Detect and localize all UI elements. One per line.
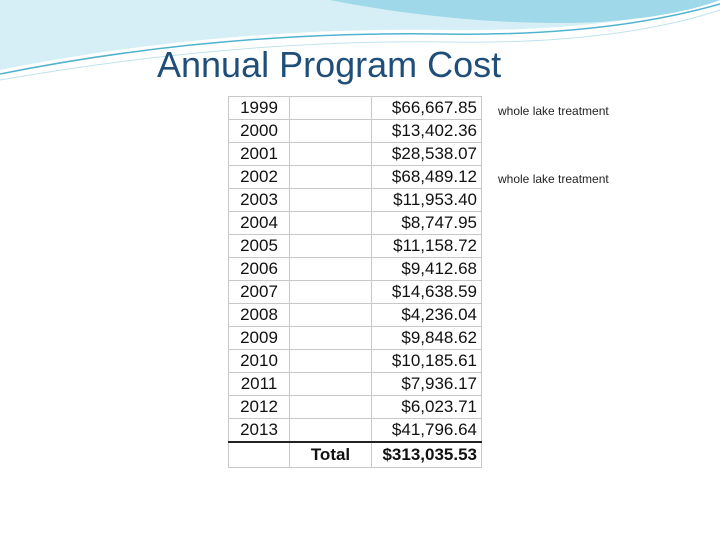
year-cell: 2011 xyxy=(228,372,290,396)
amount-cell: $11,158.72 xyxy=(371,234,482,258)
table-row: 2013 $41,796.64 xyxy=(228,418,482,443)
note-whole-lake-treatment-1999: whole lake treatment xyxy=(498,104,609,118)
table-row: 2008 $4,236.04 xyxy=(228,303,482,327)
year-cell: 2001 xyxy=(228,142,290,166)
table-row: 2001 $28,538.07 xyxy=(228,142,482,166)
amount-cell: $68,489.12 xyxy=(371,165,482,189)
empty-cell xyxy=(289,326,372,350)
table-row: 2007 $14,638.59 xyxy=(228,280,482,304)
amount-cell: $41,796.64 xyxy=(371,418,482,443)
year-cell: 2004 xyxy=(228,211,290,235)
amount-cell: $9,848.62 xyxy=(371,326,482,350)
amount-cell: $9,412.68 xyxy=(371,257,482,281)
note-whole-lake-treatment-2002: whole lake treatment xyxy=(498,172,609,186)
empty-cell xyxy=(289,372,372,396)
empty-cell xyxy=(289,349,372,373)
table-row: 2011 $7,936.17 xyxy=(228,372,482,396)
year-cell: 2000 xyxy=(228,119,290,143)
total-label: Total xyxy=(289,441,372,468)
table-row: 1999 $66,667.85 xyxy=(228,96,482,120)
year-cell: 2007 xyxy=(228,280,290,304)
empty-cell xyxy=(289,188,372,212)
table-row: 2002 $68,489.12 xyxy=(228,165,482,189)
year-cell: 2005 xyxy=(228,234,290,258)
slide-title: Annual Program Cost xyxy=(157,44,502,85)
year-cell: 2012 xyxy=(228,395,290,419)
table-row: 2000 $13,402.36 xyxy=(228,119,482,143)
empty-cell xyxy=(289,418,372,443)
amount-cell: $6,023.71 xyxy=(371,395,482,419)
empty-cell xyxy=(289,280,372,304)
year-cell: 2002 xyxy=(228,165,290,189)
amount-cell: $11,953.40 xyxy=(371,188,482,212)
empty-cell xyxy=(289,395,372,419)
amount-cell: $28,538.07 xyxy=(371,142,482,166)
year-cell: 2010 xyxy=(228,349,290,373)
year-cell: 2003 xyxy=(228,188,290,212)
year-cell: 2009 xyxy=(228,326,290,350)
table-row: 2004 $8,747.95 xyxy=(228,211,482,235)
annual-cost-table: 1999 $66,667.85 2000 $13,402.36 2001 $28,538.… xyxy=(228,96,482,468)
empty-cell xyxy=(289,257,372,281)
year-cell: 1999 xyxy=(228,96,290,120)
empty-cell xyxy=(228,441,290,468)
amount-cell: $8,747.95 xyxy=(371,211,482,235)
year-cell: 2008 xyxy=(228,303,290,327)
empty-cell xyxy=(289,165,372,189)
amount-cell: $13,402.36 xyxy=(371,119,482,143)
empty-cell xyxy=(289,234,372,258)
amount-cell: $66,667.85 xyxy=(371,96,482,120)
empty-cell xyxy=(289,303,372,327)
total-row: Total $313,035.53 xyxy=(228,441,482,468)
table-row: 2009 $9,848.62 xyxy=(228,326,482,350)
amount-cell: $7,936.17 xyxy=(371,372,482,396)
amount-cell: $14,638.59 xyxy=(371,280,482,304)
year-cell: 2006 xyxy=(228,257,290,281)
year-cell: 2013 xyxy=(228,418,290,443)
table-row: 2010 $10,185.61 xyxy=(228,349,482,373)
table-row: 2003 $11,953.40 xyxy=(228,188,482,212)
amount-cell: $4,236.04 xyxy=(371,303,482,327)
empty-cell xyxy=(289,142,372,166)
total-amount: $313,035.53 xyxy=(371,441,482,468)
table-row: 2005 $11,158.72 xyxy=(228,234,482,258)
empty-cell xyxy=(289,96,372,120)
table-row: 2006 $9,412.68 xyxy=(228,257,482,281)
empty-cell xyxy=(289,211,372,235)
decorative-swoosh xyxy=(0,0,720,81)
amount-cell: $10,185.61 xyxy=(371,349,482,373)
table-row: 2012 $6,023.71 xyxy=(228,395,482,419)
empty-cell xyxy=(289,119,372,143)
